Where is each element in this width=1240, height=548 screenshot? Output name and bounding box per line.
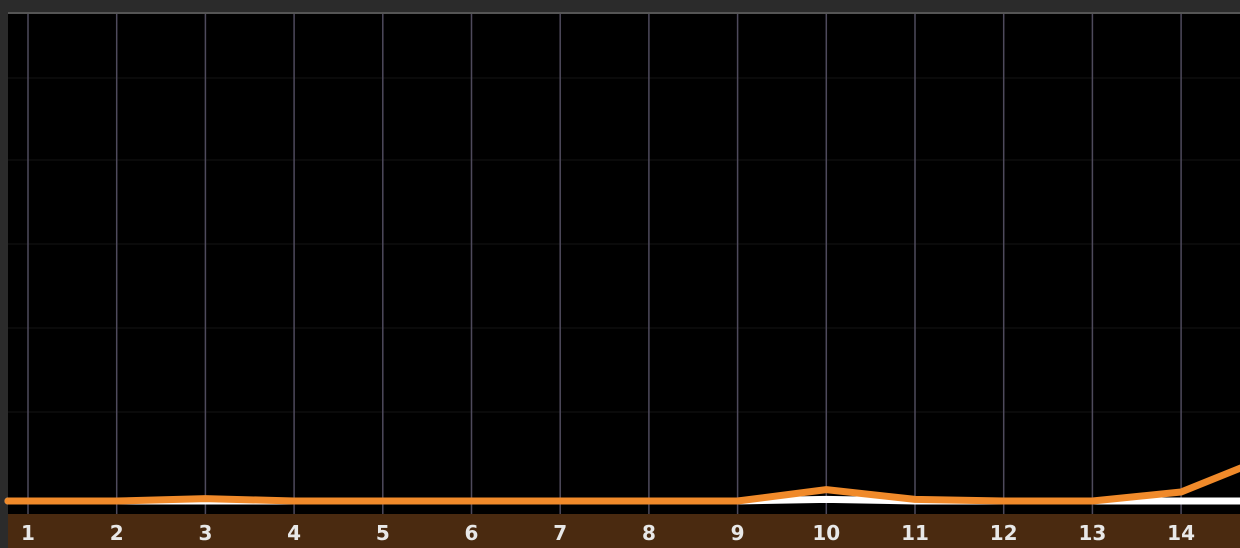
x-tick-label: 1	[21, 521, 35, 545]
x-tick-label: 3	[198, 521, 212, 545]
x-tick-label: 13	[1078, 521, 1106, 545]
x-tick-label: 10	[812, 521, 840, 545]
x-tick-label: 11	[901, 521, 929, 545]
x-tick-label: 8	[642, 521, 656, 545]
series-line-2	[4, 464, 1240, 505]
x-tick-label: 2	[110, 521, 124, 545]
x-tick-label: 5	[376, 521, 390, 545]
x-tick-label: 6	[465, 521, 479, 545]
x-tick-label: 14	[1167, 521, 1195, 545]
plot-area	[8, 12, 1240, 514]
x-tick-label: 4	[287, 521, 301, 545]
x-tick-label: 12	[990, 521, 1018, 545]
x-tick-label: 9	[731, 521, 745, 545]
x-axis-band	[8, 514, 1240, 548]
x-tick-label: 7	[553, 521, 567, 545]
